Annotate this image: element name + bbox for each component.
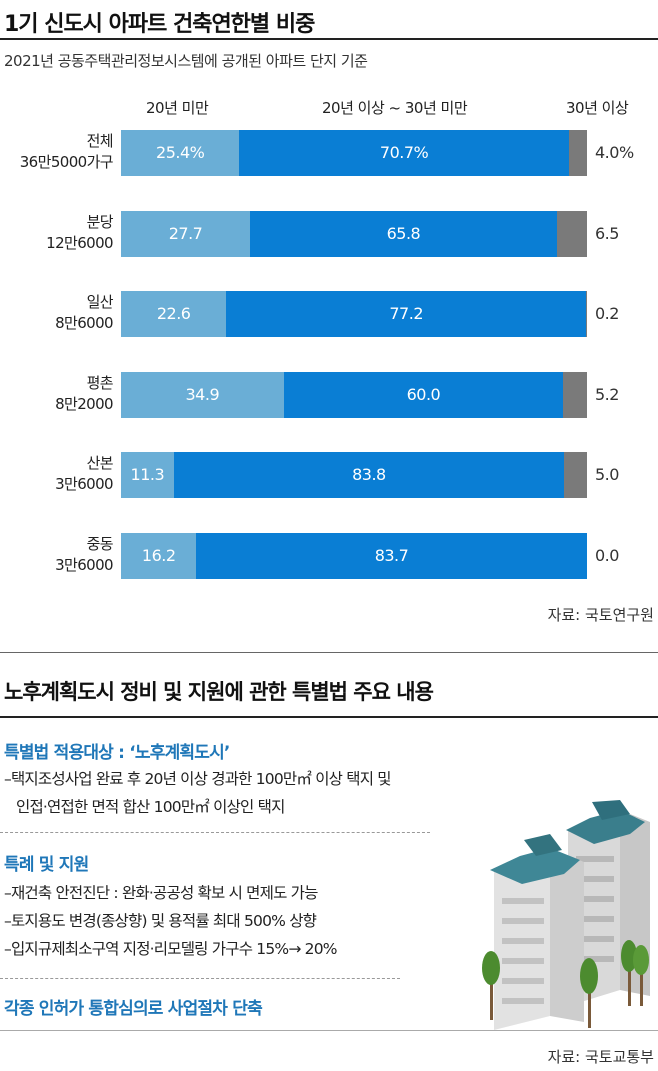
law-title-divider	[0, 716, 658, 718]
data-label-over30: 5.2	[595, 384, 619, 404]
row-label: 산본 3만6000	[55, 453, 114, 495]
bar-segment-over30	[556, 210, 587, 257]
row-label-households: 12만6000	[46, 233, 113, 252]
row-label-households: 3만6000	[55, 475, 114, 493]
row-label-households: 3만6000	[55, 555, 114, 574]
bar-segment-under20	[121, 452, 174, 498]
data-label-between: 77.2	[389, 304, 423, 323]
data-label-over30: 5.0	[595, 465, 619, 484]
row-label-category: 평촌	[86, 373, 114, 392]
row-label: 분당 12만6000	[46, 212, 113, 254]
dashed-divider	[0, 832, 430, 833]
legend-between: 20년 이상 ~ 30년 미만	[322, 99, 468, 117]
dashed-divider	[0, 978, 400, 979]
chart-subtitle: 2021년 공동주택관리정보시스템에 공개된 아파트 단지 기준	[4, 52, 368, 70]
support-line: –재건축 안전진단 : 완화·공공성 확보 시 면제도 가능	[4, 884, 318, 902]
row-label-category: 분당	[86, 212, 114, 231]
title-divider	[0, 38, 658, 40]
support-heading: 특례 및 지원	[4, 855, 89, 875]
bar-segment-under20	[121, 532, 197, 579]
data-label-under20: 34.9	[185, 384, 220, 404]
data-label-over30: 0.2	[595, 304, 619, 323]
legend-under20: 20년 미만	[146, 99, 209, 117]
row-label-category: 전체	[86, 132, 114, 150]
target-heading: 특별법 적용대상 : ‘노후계획도시’	[4, 743, 230, 763]
target-line: –택지조성사업 완료 후 20년 이상 경과한 100만㎡ 이상 택지 및	[4, 770, 392, 788]
bar-segment-over30	[563, 371, 588, 418]
bar-segment-over30	[586, 291, 587, 337]
data-label-under20: 16.2	[141, 545, 176, 565]
data-label-between: 83.8	[352, 465, 386, 484]
bar-segment-under20	[121, 130, 240, 176]
closing-text: 각종 인허가 통합심의로 사업절차 단축	[4, 999, 263, 1019]
law-title: 노후계획도시 정비 및 지원에 관한 특별법 주요 내용	[4, 680, 434, 704]
bar-segment-between	[196, 532, 587, 579]
stacked-bar-chart: 전체 36만5000가구 25.4% 70.7% 4.0% 분당 12만6000 27.7 65…	[19, 130, 634, 579]
bar-segment-between	[250, 210, 557, 257]
support-line: –토지용도 변경(종상향) 및 용적률 최대 500% 상향	[4, 912, 317, 930]
row-label: 일산 8만6000	[55, 292, 114, 334]
data-label-between: 65.8	[386, 223, 421, 243]
row-label-category: 산본	[86, 454, 114, 472]
bar-segment-between	[226, 291, 587, 337]
legend-over30: 30년 이상	[566, 99, 629, 117]
row-label: 중동 3만6000	[55, 534, 114, 576]
row-label-category: 일산	[86, 293, 114, 311]
row-label-households: 8만2000	[55, 394, 114, 413]
bar-segment-over30	[564, 452, 588, 498]
data-label-under20: 25.4%	[156, 143, 205, 162]
target-line: 인접·연접한 면적 합산 100만㎡ 이상인 택지	[16, 798, 285, 816]
data-label-over30: 6.5	[595, 223, 619, 243]
data-label-over30: 0.0	[595, 545, 619, 565]
row-label: 평촌 8만2000	[55, 373, 114, 415]
chart-title: 1기 신도시 아파트 건축연한별 비중	[4, 12, 315, 37]
bar-segment-under20	[121, 371, 284, 418]
section-divider	[0, 652, 658, 653]
data-label-between: 83.7	[374, 545, 409, 565]
data-label-under20: 27.7	[168, 223, 203, 243]
bar-segment-between	[239, 130, 569, 176]
support-line: –입지규제최소구역 지정·리모델링 가구수 15%→ 20%	[4, 940, 338, 958]
data-label-between: 70.7%	[379, 143, 429, 162]
bar-segment-under20	[121, 291, 227, 337]
data-label-under20: 22.6	[156, 304, 191, 323]
row-label-category: 중동	[86, 534, 114, 553]
data-label-between: 60.0	[406, 384, 441, 404]
apartment-buildings-illustration	[482, 800, 650, 1030]
bar-segment-between	[283, 371, 564, 418]
row-label-households: 8만6000	[55, 314, 114, 332]
law-source: 자료: 국토교통부	[547, 1048, 654, 1066]
footer-divider	[0, 1030, 658, 1031]
bar-segment-under20	[121, 210, 251, 257]
data-label-over30: 4.0%	[595, 143, 634, 162]
data-label-under20: 11.3	[130, 465, 165, 484]
bar-segment-over30	[568, 130, 588, 176]
row-label: 전체 36만5000가구	[19, 131, 114, 173]
chart-source: 자료: 국토연구원	[547, 606, 654, 624]
bar-segment-between	[173, 452, 565, 498]
row-label-households: 36만5000가구	[19, 153, 114, 171]
